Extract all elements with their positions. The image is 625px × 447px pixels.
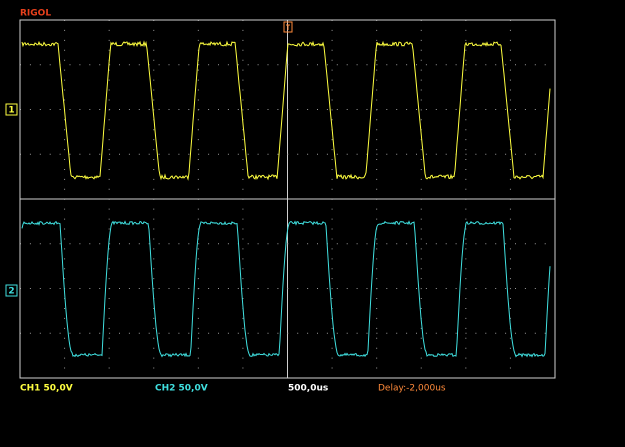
trigger-marker <box>283 21 293 33</box>
ch2-marker-label: 2 <box>8 287 14 297</box>
ch1-marker-label: 1 <box>8 106 14 116</box>
ch2-marker: 2 <box>5 284 18 297</box>
ch2-waveform <box>21 220 551 358</box>
ch2-scale: CH2 50,0V <box>155 384 208 394</box>
delay: Delay:-2,000us <box>378 384 446 394</box>
waveforms <box>21 40 551 358</box>
timebase: 500,0us <box>288 384 328 394</box>
graticule-frame <box>19 19 556 379</box>
ch1-waveform <box>21 40 551 181</box>
brand: RIGOL <box>20 9 51 19</box>
ch1-scale: CH1 50,0V <box>20 384 73 394</box>
ch1-marker: 1 <box>5 103 18 116</box>
